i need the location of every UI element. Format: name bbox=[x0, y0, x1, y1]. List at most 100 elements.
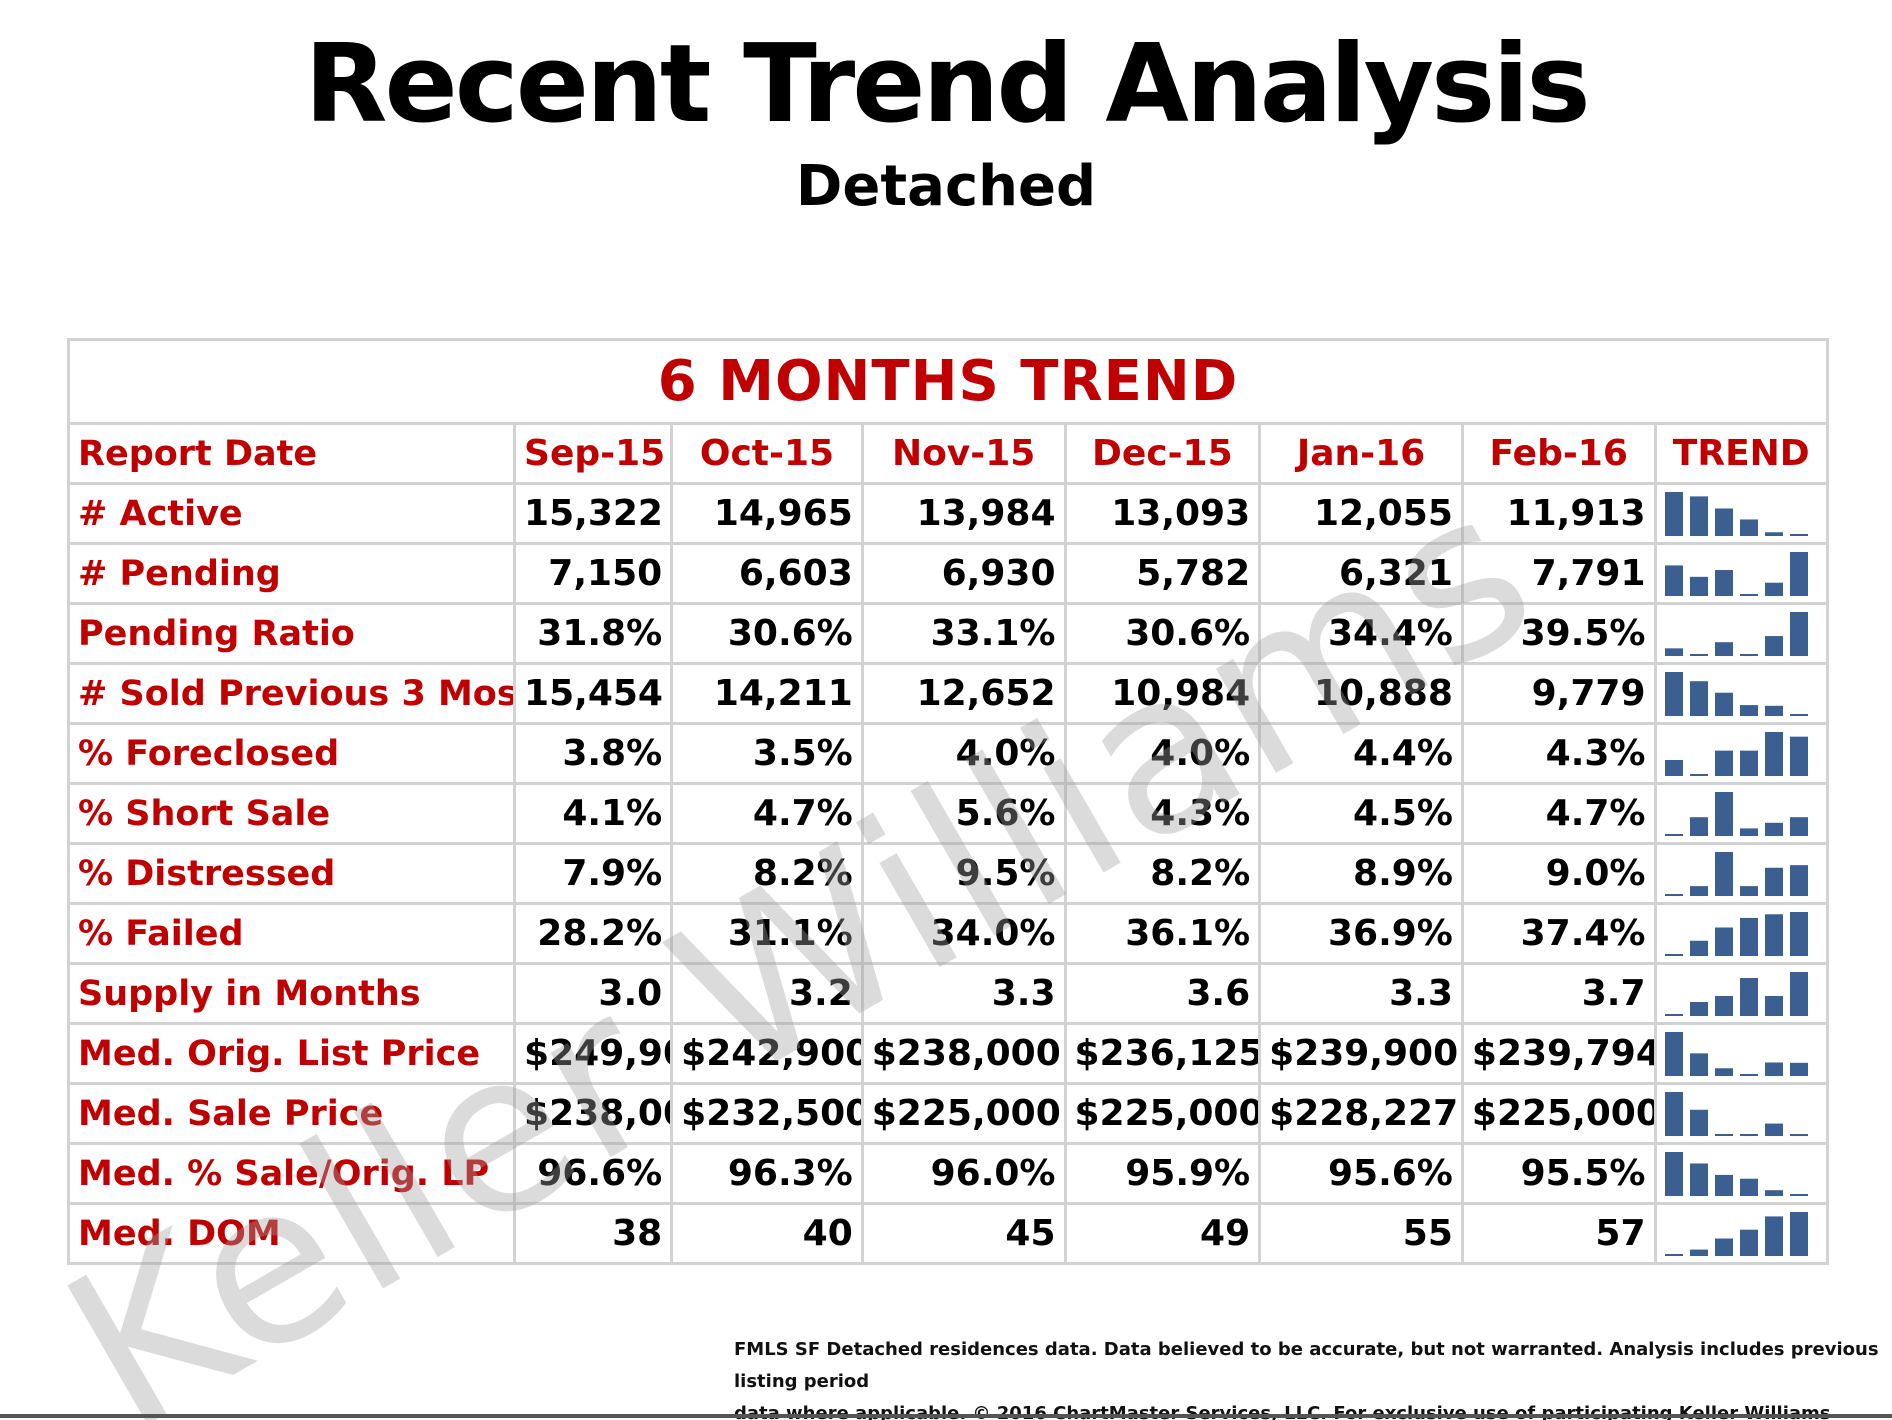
table-cell: 5.6% bbox=[860, 782, 1067, 845]
table-cell: 28.2% bbox=[513, 902, 674, 965]
table-cell: 34.4% bbox=[1258, 602, 1464, 665]
table-cell: 12,652 bbox=[860, 662, 1067, 725]
trend-bar bbox=[1789, 1211, 1808, 1256]
table-cell: $225,000 bbox=[1460, 1082, 1657, 1145]
trend-bar bbox=[1714, 692, 1733, 716]
table-cell: 4.4% bbox=[1258, 722, 1464, 785]
table-cell: 4.7% bbox=[670, 782, 864, 845]
trend-bar bbox=[1664, 759, 1683, 776]
table-row: % Short Sale 4.1% 4.7% 5.6% 4.3% 4.5% 4.7% bbox=[66, 782, 1829, 845]
trend-bar bbox=[1664, 1253, 1683, 1256]
trend-bar bbox=[1739, 1229, 1758, 1256]
table-cell: 4.5% bbox=[1258, 782, 1464, 845]
trend-bar bbox=[1739, 917, 1758, 956]
trend-bar bbox=[1739, 1178, 1758, 1196]
trend-bar bbox=[1714, 851, 1733, 896]
trend-sparkline-cell bbox=[1653, 1082, 1829, 1145]
table-row: % Foreclosed 3.8% 3.5% 4.0% 4.0% 4.4% 4.3% bbox=[66, 722, 1829, 785]
trend-bar bbox=[1739, 885, 1758, 896]
trend-bar bbox=[1789, 816, 1808, 836]
table-cell: 7,791 bbox=[1460, 542, 1657, 605]
trend-sparkline bbox=[1664, 911, 1808, 956]
table-cell: 57 bbox=[1460, 1202, 1657, 1265]
table-cell: 15,322 bbox=[513, 482, 674, 545]
trend-bar bbox=[1689, 495, 1708, 536]
page-subtitle: Detached bbox=[795, 154, 1097, 219]
trend-sparkline-cell bbox=[1653, 722, 1829, 785]
table-cell: 31.8% bbox=[513, 602, 674, 665]
header-month: Jan-16 bbox=[1258, 422, 1464, 485]
trend-bar bbox=[1664, 833, 1683, 836]
trend-bar bbox=[1689, 1109, 1708, 1136]
trend-bar bbox=[1764, 531, 1783, 536]
trend-bar bbox=[1789, 736, 1808, 776]
row-label: % Short Sale bbox=[66, 782, 517, 845]
table-cell: 31.1% bbox=[670, 902, 864, 965]
trend-bar bbox=[1689, 1162, 1708, 1196]
trend-bar bbox=[1664, 491, 1683, 536]
table-row: % Failed 28.2% 31.1% 34.0% 36.1% 36.9% 37.4% bbox=[66, 902, 1829, 965]
trend-sparkline bbox=[1664, 851, 1808, 896]
trend-bar bbox=[1739, 1133, 1758, 1136]
table-cell: 12,055 bbox=[1258, 482, 1464, 545]
trend-bar bbox=[1689, 1001, 1708, 1016]
trend-sparkline-cell bbox=[1653, 1202, 1829, 1265]
table-cell: 11,913 bbox=[1460, 482, 1657, 545]
trend-bar bbox=[1664, 953, 1683, 956]
trend-bar bbox=[1764, 1061, 1783, 1076]
table-row: Supply in Months 3.0 3.2 3.3 3.6 3.3 3.7 bbox=[66, 962, 1829, 1025]
table-cell: 4.1% bbox=[513, 782, 674, 845]
trend-sparkline bbox=[1664, 1151, 1808, 1196]
trend-sparkline bbox=[1664, 731, 1808, 776]
header-month: Sep-15 bbox=[513, 422, 674, 485]
table-row: # Pending 7,150 6,603 6,930 5,782 6,321 7,791 bbox=[66, 542, 1829, 605]
header-label: Report Date bbox=[66, 422, 517, 485]
trend-bar bbox=[1764, 1123, 1783, 1136]
trend-bar bbox=[1714, 995, 1733, 1016]
header-row: Report Date Sep-15 Oct-15 Nov-15 Dec-15 … bbox=[66, 422, 1829, 485]
table-cell: $225,000 bbox=[1063, 1082, 1262, 1145]
table-cell: 6,321 bbox=[1258, 542, 1464, 605]
trend-bar bbox=[1764, 822, 1783, 836]
trend-bar bbox=[1739, 750, 1758, 776]
table-cell: $238,000 bbox=[513, 1082, 674, 1145]
table-row: Med. % Sale/Orig. LP 96.6% 96.3% 96.0% 95.9%… bbox=[66, 1142, 1829, 1205]
table-cell: $239,900 bbox=[1258, 1022, 1464, 1085]
table-cell: 34.0% bbox=[860, 902, 1067, 965]
trend-sparkline-cell bbox=[1653, 482, 1829, 545]
trend-bar bbox=[1714, 507, 1733, 536]
row-label: # Active bbox=[66, 482, 517, 545]
table-cell: 38 bbox=[513, 1202, 674, 1265]
table-cell: 45 bbox=[860, 1202, 1067, 1265]
trend-sparkline bbox=[1664, 611, 1808, 656]
trend-sparkline-cell bbox=[1653, 962, 1829, 1025]
table-cell: 15,454 bbox=[513, 662, 674, 725]
table-cell: $228,227 bbox=[1258, 1082, 1464, 1145]
trend-bar bbox=[1789, 864, 1808, 896]
trend-bar bbox=[1689, 1052, 1708, 1076]
trend-bar bbox=[1789, 713, 1808, 716]
trend-bar bbox=[1714, 1174, 1733, 1196]
trend-bar bbox=[1714, 750, 1733, 776]
trend-bar bbox=[1689, 1249, 1708, 1256]
table-banner: 6 MONTHS TREND bbox=[67, 338, 1829, 425]
footer-line: FMLS SF Detached residences data. Data b… bbox=[734, 1339, 1879, 1392]
trend-bar bbox=[1664, 1091, 1683, 1136]
table-cell: 55 bbox=[1258, 1202, 1464, 1265]
trend-bar bbox=[1789, 1062, 1808, 1076]
table-cell: 37.4% bbox=[1460, 902, 1657, 965]
table-cell: 14,965 bbox=[670, 482, 864, 545]
header-month: Nov-15 bbox=[860, 422, 1067, 485]
trend-bar bbox=[1664, 1031, 1683, 1076]
trend-bar bbox=[1764, 1189, 1783, 1196]
table-cell: 9,779 bbox=[1460, 662, 1657, 725]
table-cell: 36.1% bbox=[1063, 902, 1262, 965]
trend-bar bbox=[1764, 731, 1783, 776]
table-cell: 96.0% bbox=[860, 1142, 1067, 1205]
trend-bar bbox=[1664, 564, 1683, 596]
table-cell: 9.5% bbox=[860, 842, 1067, 905]
trend-bar bbox=[1739, 704, 1758, 716]
table-cell: 5,782 bbox=[1063, 542, 1262, 605]
table-cell: 3.6 bbox=[1063, 962, 1262, 1025]
trend-sparkline-cell bbox=[1653, 1022, 1829, 1085]
